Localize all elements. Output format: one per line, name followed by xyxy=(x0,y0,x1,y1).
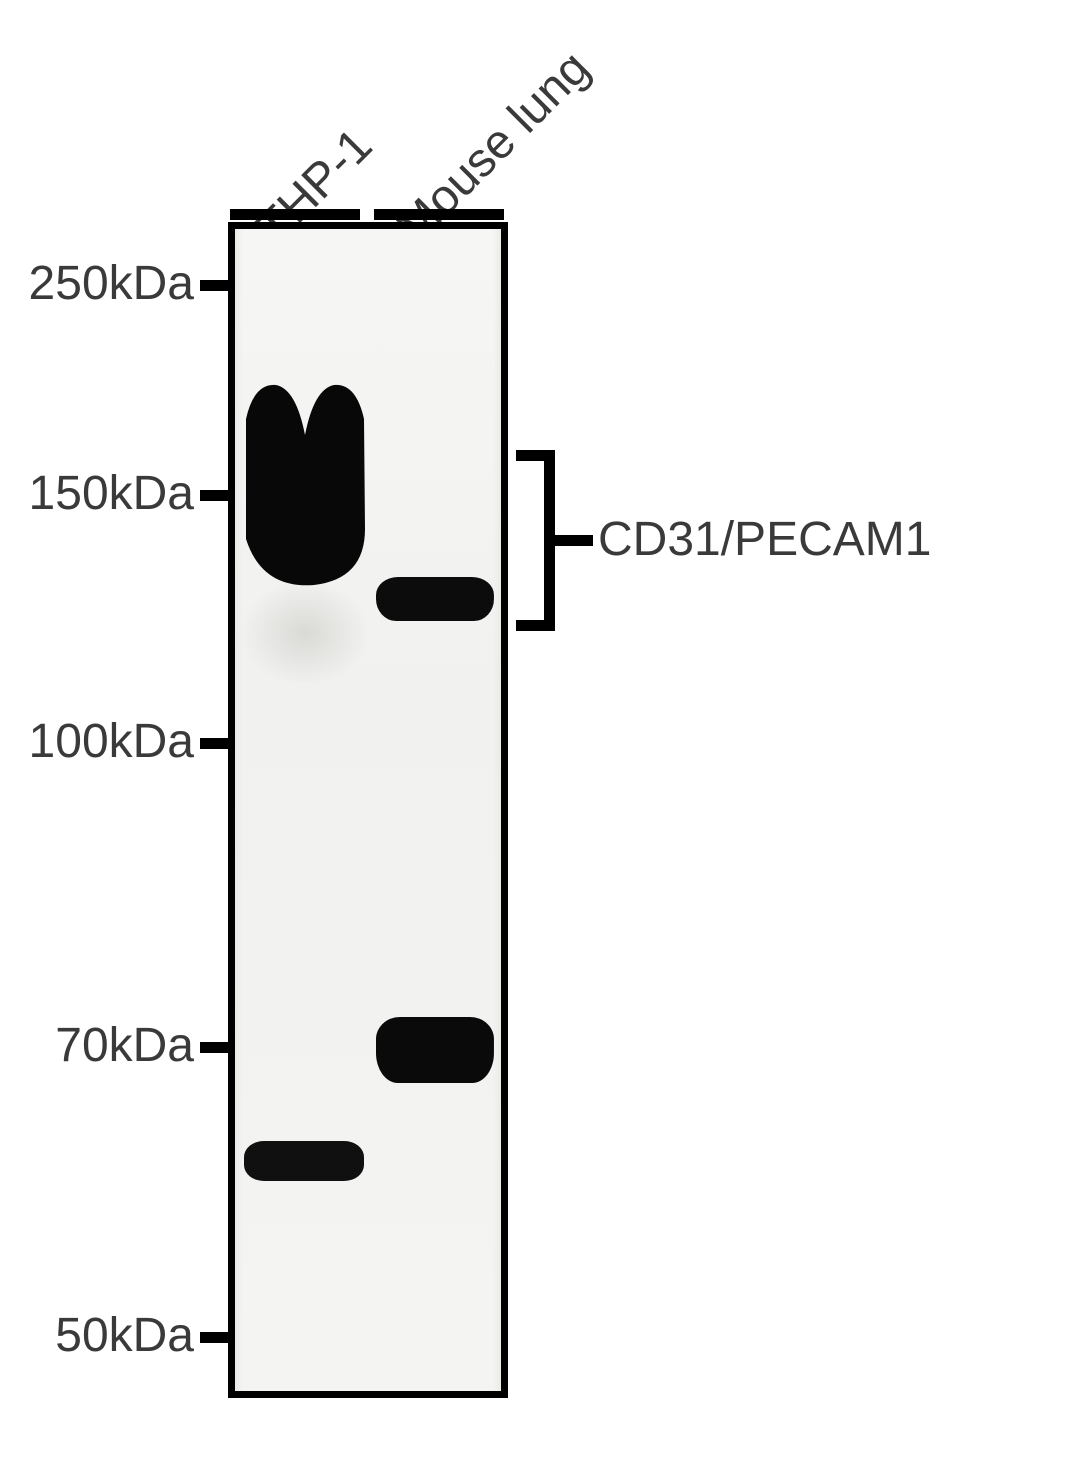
western-blot-figure: THP-1 Mouse lung 250kDa 150kDa 100kDa 70… xyxy=(0,0,1080,1464)
lane-edge-shade-right xyxy=(493,229,501,1391)
lane-underline-2 xyxy=(374,209,504,220)
bracket-bottom-stub xyxy=(516,620,544,631)
marker-100: 100kDa xyxy=(0,714,194,769)
marker-250-tick xyxy=(200,280,228,291)
target-label: CD31/PECAM1 xyxy=(598,512,931,567)
marker-70: 70kDa xyxy=(0,1018,194,1073)
marker-70-tick xyxy=(200,1042,228,1053)
band-lane2-lower xyxy=(376,1017,494,1083)
bracket-top-stub xyxy=(516,450,544,461)
marker-100-tick xyxy=(200,738,228,749)
marker-50-tick xyxy=(200,1332,228,1343)
bracket-vertical xyxy=(544,450,555,631)
lane-edge-shade-left xyxy=(235,229,243,1391)
marker-250-text: 250kDa xyxy=(29,257,194,310)
bracket-main-tick xyxy=(555,535,593,546)
lane-underline-1 xyxy=(230,209,360,220)
band-lane1-top xyxy=(244,379,366,589)
blot-membrane-frame xyxy=(228,222,508,1398)
band-lane1-top-svg xyxy=(244,379,366,589)
band-lane2-upper xyxy=(376,577,494,621)
marker-250: 250kDa xyxy=(0,256,194,311)
band-lane1-lower xyxy=(244,1141,364,1181)
marker-150-text: 150kDa xyxy=(29,467,194,520)
marker-150: 150kDa xyxy=(0,466,194,521)
target-label-text: CD31/PECAM1 xyxy=(598,513,931,566)
blot-smear-lane1 xyxy=(244,583,366,683)
marker-70-text: 70kDa xyxy=(55,1019,194,1072)
marker-50: 50kDa xyxy=(0,1308,194,1363)
marker-150-tick xyxy=(200,490,228,501)
marker-100-text: 100kDa xyxy=(29,715,194,768)
marker-50-text: 50kDa xyxy=(55,1309,194,1362)
